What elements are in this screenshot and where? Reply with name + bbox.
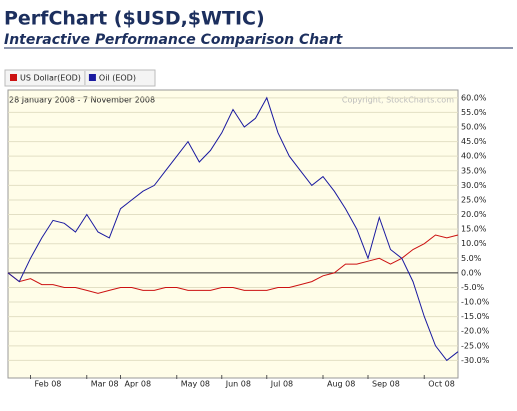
- chart-subtitle: Interactive Performance Comparison Chart: [4, 32, 344, 48]
- y-tick-label: 50.0%: [461, 123, 487, 132]
- y-tick-label: 55.0%: [461, 108, 487, 117]
- y-tick-label: -10.0%: [461, 298, 490, 307]
- copyright: Copyright, StockCharts.com: [342, 96, 454, 105]
- x-tick-label: May 08: [181, 380, 210, 389]
- y-tick-label: 30.0%: [461, 181, 487, 190]
- y-tick-label: 10.0%: [461, 239, 487, 248]
- y-tick-label: 35.0%: [461, 166, 487, 175]
- legend-swatch: [88, 74, 96, 81]
- x-tick-label: Aug 08: [327, 380, 355, 389]
- date-range: 28 January 2008 - 7 November 2008: [9, 96, 155, 105]
- legend: [4, 69, 156, 87]
- y-tick-label: -20.0%: [461, 327, 490, 336]
- plot-area: [7, 89, 459, 379]
- series-line: [7, 234, 459, 294]
- x-tick-label: Jul 08: [270, 380, 293, 389]
- y-tick-label: -30.0%: [461, 356, 490, 365]
- x-tick-label: Jun 08: [225, 380, 251, 389]
- y-tick-label: -15.0%: [461, 312, 490, 321]
- x-tick-label: Feb 08: [35, 380, 62, 389]
- x-tick-label: Sep 08: [372, 380, 400, 389]
- y-tick-label: 45.0%: [461, 137, 487, 146]
- x-tick-label: Mar 08: [91, 380, 119, 389]
- chart-title: PerfChart ($USD,$WTIC): [4, 8, 265, 30]
- y-tick-label: 5.0%: [461, 254, 482, 263]
- legend-label: US Dollar(EOD): [20, 74, 81, 83]
- y-tick-label: 0.0%: [461, 268, 482, 277]
- y-tick-label: -25.0%: [461, 341, 490, 350]
- legend-label: Oil (EOD): [99, 74, 136, 83]
- x-tick-label: Oct 08: [428, 380, 455, 389]
- series-line: [7, 96, 459, 362]
- legend-swatch: [10, 74, 17, 81]
- y-tick-label: 20.0%: [461, 210, 487, 219]
- x-tick-label: Apr 08: [125, 380, 152, 389]
- y-tick-label: 60.0%: [461, 93, 487, 102]
- y-tick-label: 40.0%: [461, 152, 487, 161]
- y-tick-label: -5.0%: [461, 283, 485, 292]
- y-tick-label: 25.0%: [461, 195, 487, 204]
- y-tick-label: 15.0%: [461, 225, 487, 234]
